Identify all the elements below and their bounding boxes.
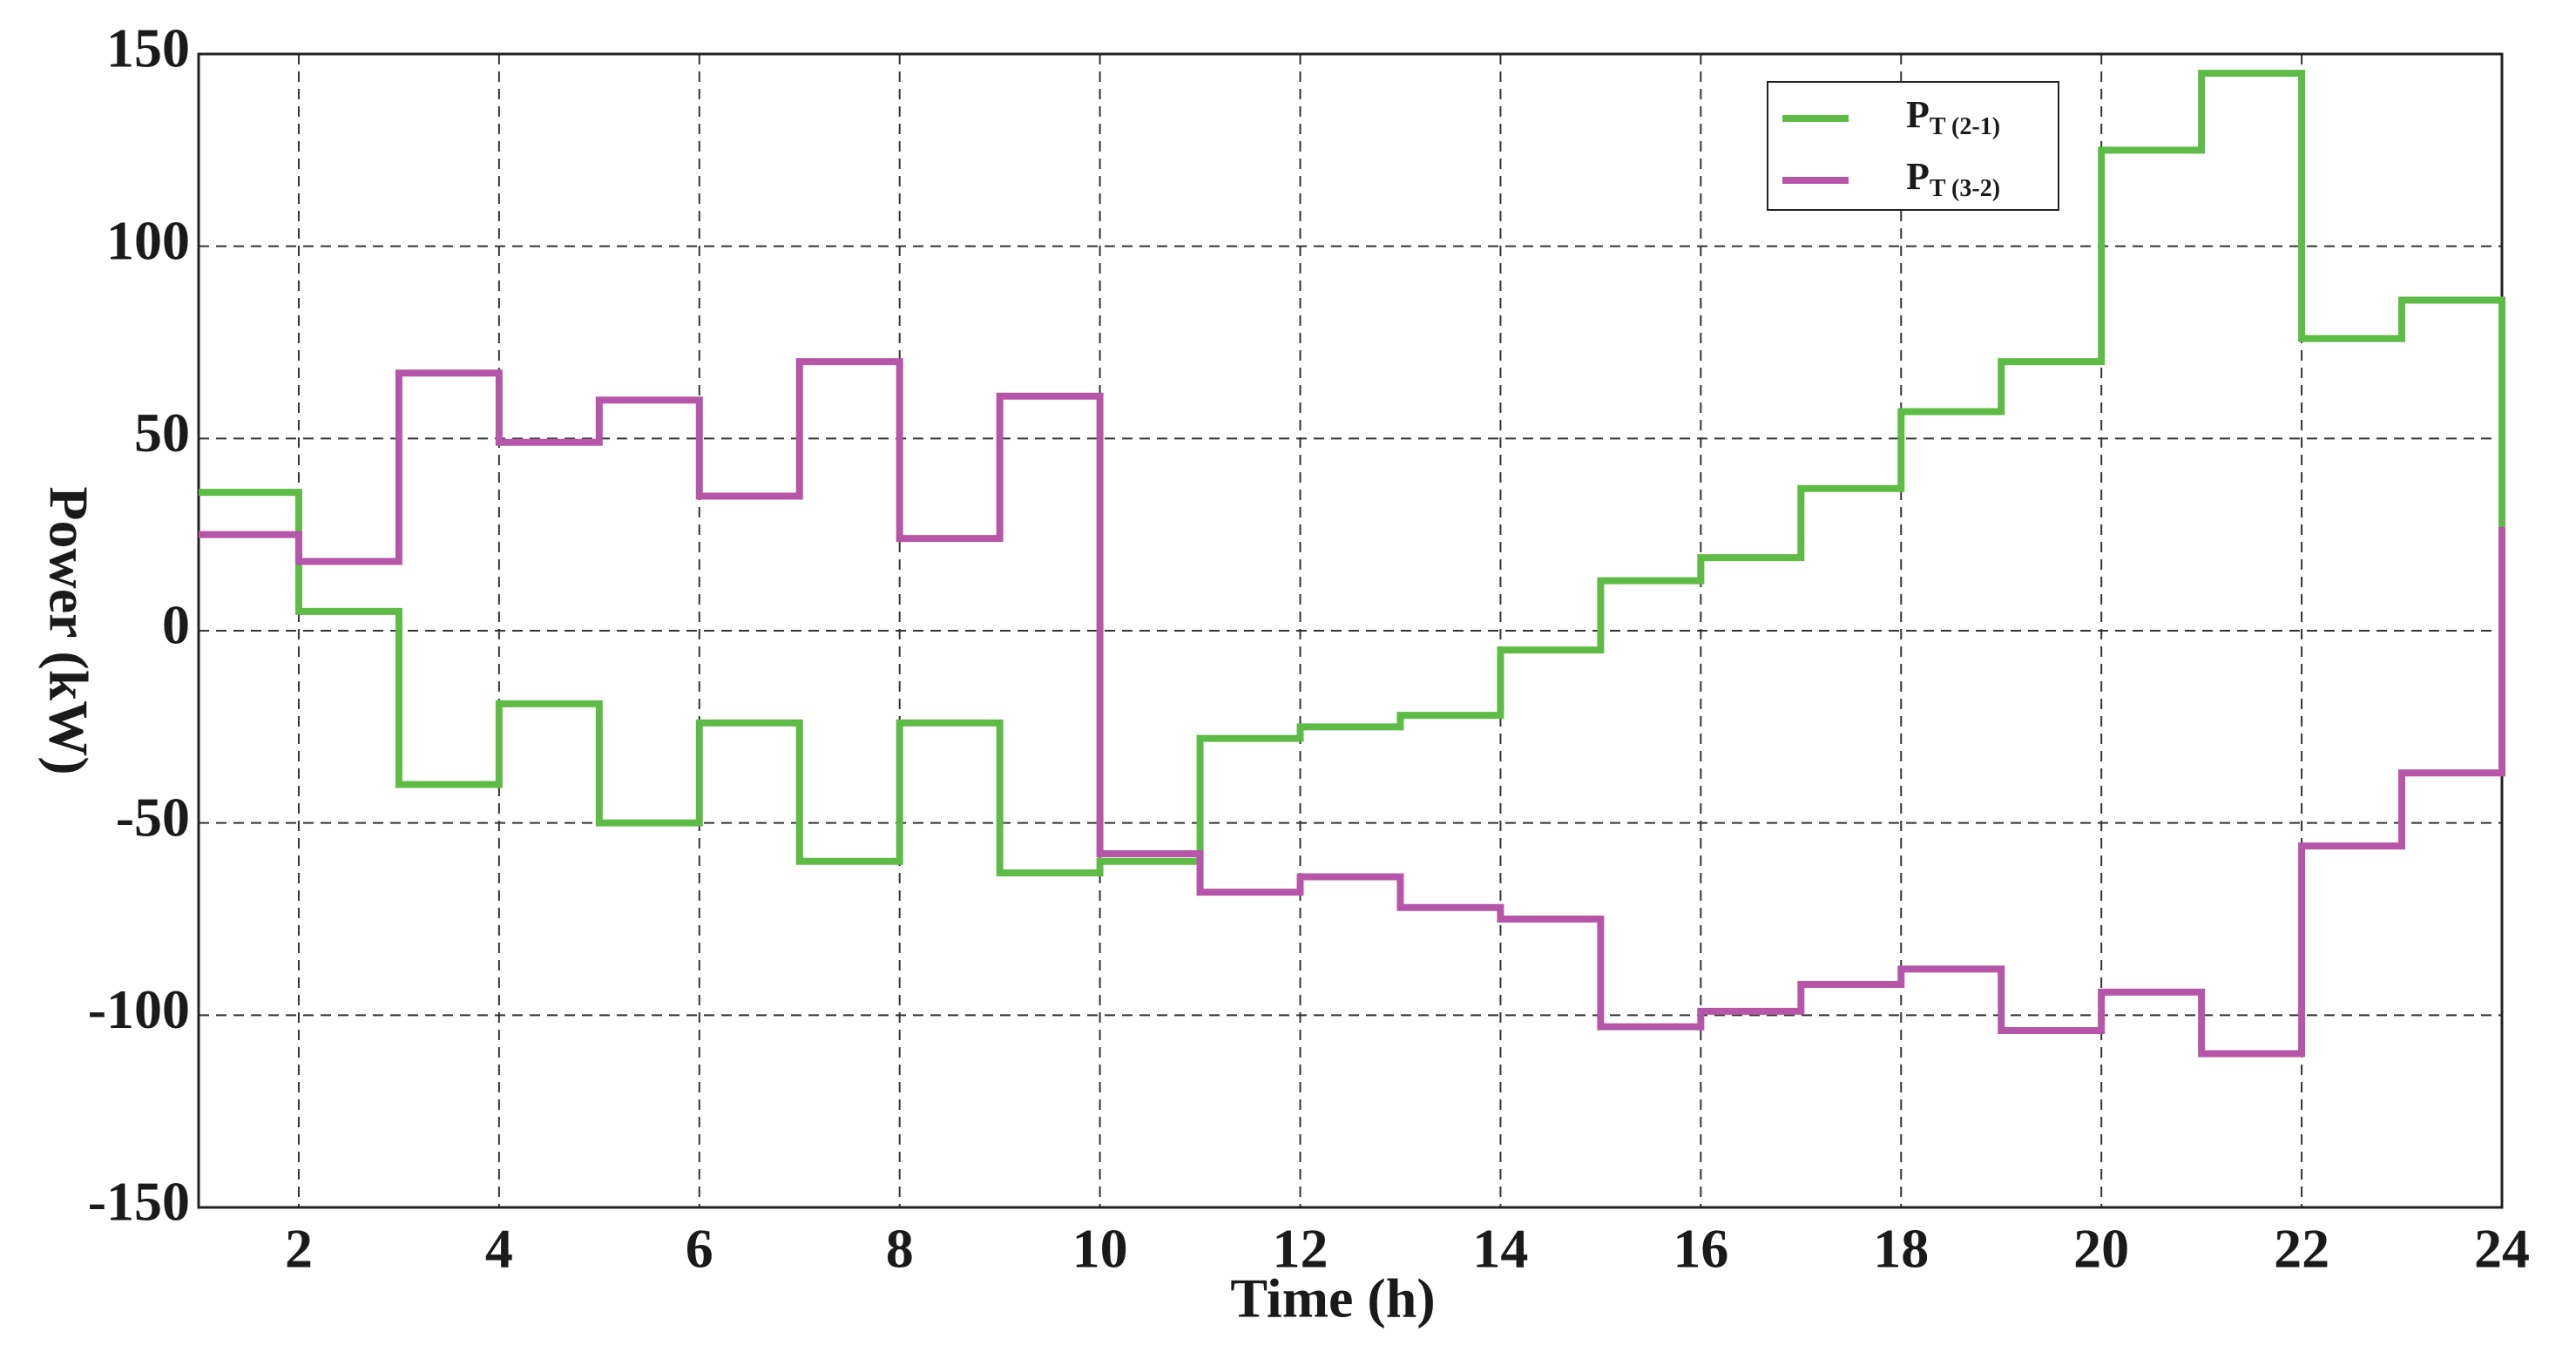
y-tick-label: 0 [162, 594, 190, 656]
x-axis-title: Time (h) [1230, 1268, 1435, 1329]
y-tick-label: 50 [134, 402, 190, 463]
x-tick-label: 4 [485, 1218, 513, 1280]
x-tick-label: 20 [2073, 1218, 2129, 1280]
y-axis-title: Power (kW) [37, 486, 99, 774]
y-tick-label: -100 [88, 978, 190, 1040]
legend-label: PT (2-1) [1906, 93, 2000, 140]
legend-label: PT (3-2) [1906, 155, 2000, 202]
step-line [199, 358, 2505, 1058]
y-tick-label: 150 [106, 17, 190, 79]
y-tick-label: 100 [106, 209, 190, 271]
x-tick-label: 2 [285, 1218, 313, 1280]
x-tick-label: 18 [1873, 1218, 1929, 1280]
legend: PT (2-1) PT (3-2) [1767, 81, 2059, 211]
x-tick-label: 12 [1273, 1218, 1329, 1280]
x-tick-label: 8 [886, 1218, 914, 1280]
x-tick-label: 6 [686, 1218, 713, 1280]
x-tick-label: 14 [1472, 1218, 1528, 1280]
x-tick-label: 16 [1673, 1218, 1728, 1280]
step-line [199, 70, 2505, 877]
legend-box [1767, 81, 2059, 211]
x-tick-label: 24 [2474, 1218, 2530, 1280]
y-tick-label: -50 [116, 786, 190, 848]
y-tick-label: -150 [88, 1171, 190, 1233]
x-tick-label: 10 [1072, 1218, 1128, 1280]
x-tick-label: 22 [2274, 1218, 2329, 1280]
